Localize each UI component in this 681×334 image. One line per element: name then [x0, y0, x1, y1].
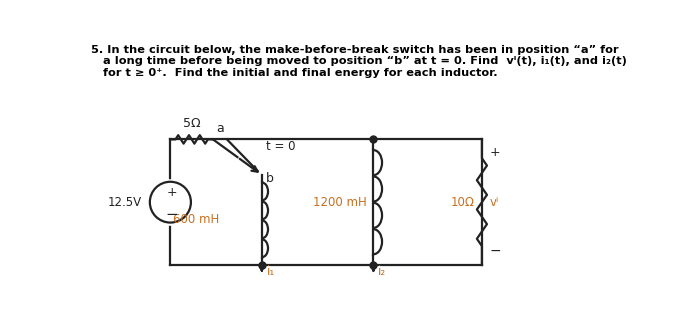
Text: −: −: [165, 207, 178, 222]
Text: 12.5V: 12.5V: [108, 196, 142, 209]
Text: 5Ω: 5Ω: [183, 117, 200, 130]
Text: 5. In the circuit below, the make-before-break switch has been in position “a” f: 5. In the circuit below, the make-before…: [91, 45, 618, 55]
Text: 1200 mH: 1200 mH: [313, 196, 367, 209]
Text: a long time before being moved to position “b” at t = 0. Find  vᴵ(t), i₁(t), and: a long time before being moved to positi…: [91, 56, 627, 66]
Text: i₁: i₁: [266, 265, 274, 278]
Text: −: −: [490, 244, 501, 258]
Text: 10Ω: 10Ω: [450, 196, 474, 209]
Text: b: b: [266, 172, 274, 185]
Text: vᴵ: vᴵ: [490, 196, 498, 209]
Text: i₂: i₂: [378, 265, 386, 278]
Text: 600 mH: 600 mH: [173, 213, 219, 226]
Text: a: a: [216, 122, 224, 135]
Text: t = 0: t = 0: [266, 140, 295, 153]
Text: +: +: [167, 186, 177, 199]
Text: +: +: [490, 146, 501, 159]
Text: for t ≥ 0⁺.  Find the initial and final energy for each inductor.: for t ≥ 0⁺. Find the initial and final e…: [91, 68, 497, 78]
